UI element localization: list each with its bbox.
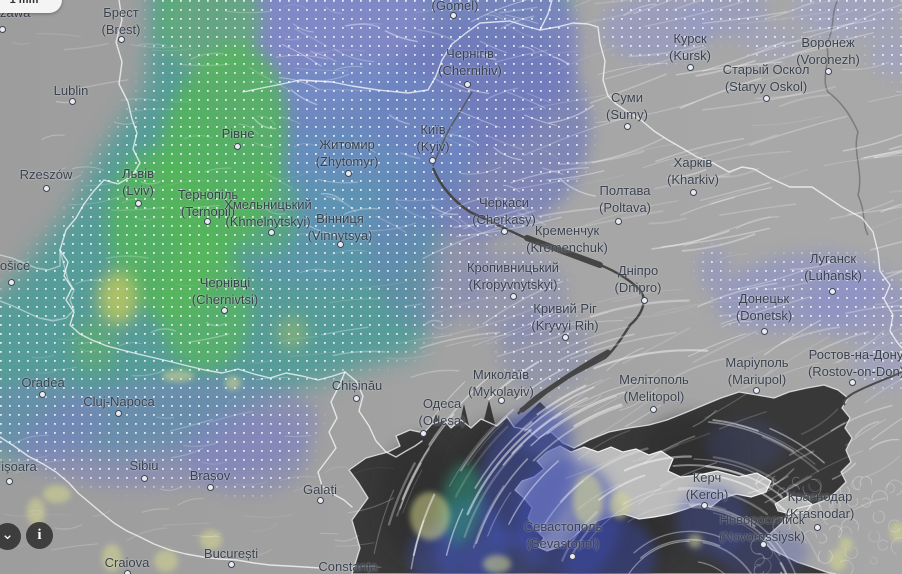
collapse-button[interactable]: ⌄ (0, 523, 21, 550)
sleet-patches-layer (27, 370, 902, 573)
info-button[interactable]: i (26, 522, 53, 549)
info-icon: i (37, 527, 42, 543)
wind-streaks-layer (4, 0, 902, 574)
rivers-layer (431, 0, 902, 415)
precip-value-pill[interactable]: 1 mm (0, 0, 62, 13)
precip-value-label: 1 mm (9, 0, 39, 6)
chevron-down-icon: ⌄ (1, 525, 14, 543)
